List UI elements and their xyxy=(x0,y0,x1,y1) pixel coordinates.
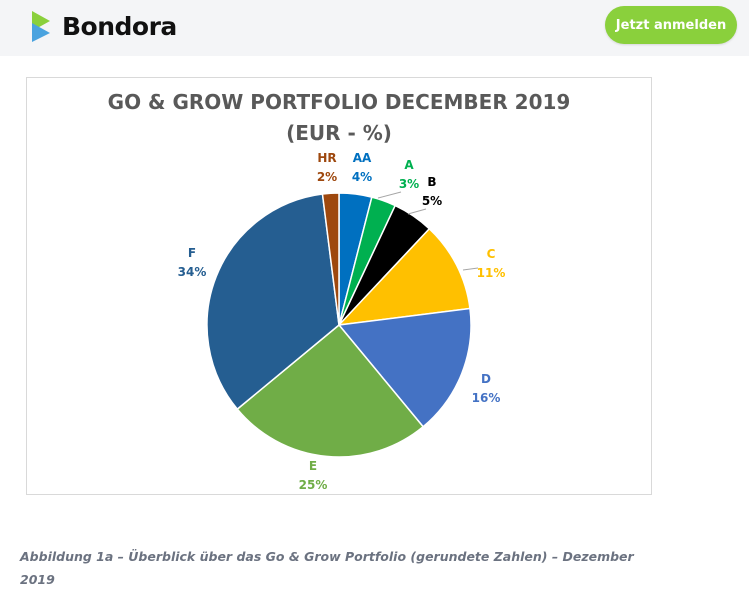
slice-label-c: C xyxy=(487,247,496,261)
slice-label-a: A xyxy=(404,158,414,172)
slice-label-aa: AA xyxy=(353,151,372,165)
pie-slice-f xyxy=(206,193,340,411)
bondora-logo[interactable]: Bondora xyxy=(30,6,177,46)
pie-slice-e xyxy=(236,323,425,458)
pie-slice-hr xyxy=(321,192,340,326)
slice-value-b: 5% xyxy=(422,194,442,208)
chart-title: GO & GROW PORTFOLIO DECEMBER 2019 xyxy=(107,90,571,114)
slice-label-f: F xyxy=(188,246,196,260)
slice-value-hr: 2% xyxy=(317,170,337,184)
figure-caption: Abbildung 1a – Überblick über das Go & G… xyxy=(20,549,634,587)
slice-label-b: B xyxy=(427,175,436,189)
pie-slice-d xyxy=(337,307,472,428)
leader-line-b xyxy=(407,208,427,215)
slice-value-e: 25% xyxy=(299,478,328,492)
leader-line-c xyxy=(462,267,479,271)
slice-value-aa: 4% xyxy=(352,170,372,184)
signup-button[interactable]: Jetzt anmelden xyxy=(605,6,737,44)
slice-value-f: 34% xyxy=(178,265,207,279)
slice-value-c: 11% xyxy=(477,266,506,280)
top-bar: Bondora Jetzt anmelden xyxy=(0,0,749,56)
pie-slice-c xyxy=(337,227,471,327)
leader-line-a xyxy=(377,191,402,199)
chart-subtitle: (EUR - %) xyxy=(286,121,392,145)
logo-text: Bondora xyxy=(62,11,177,41)
slice-label-e: E xyxy=(309,459,317,473)
slice-value-d: 16% xyxy=(472,391,501,405)
slice-label-d: D xyxy=(481,372,491,386)
slice-value-a: 3% xyxy=(399,177,419,191)
bondora-logo-icon xyxy=(32,11,50,42)
slice-label-hr: HR xyxy=(317,151,336,165)
